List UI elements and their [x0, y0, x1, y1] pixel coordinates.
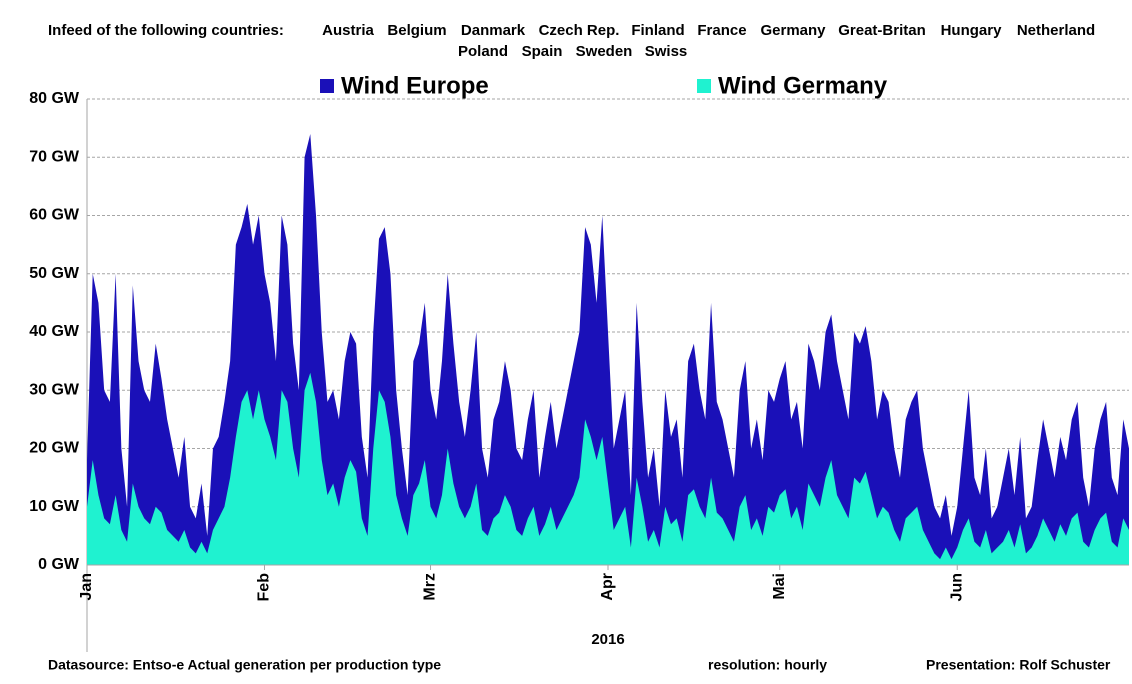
country: Danmark	[461, 22, 526, 39]
legend-label: Wind Europe	[341, 72, 489, 99]
y-tick-label: 0 GW	[38, 556, 80, 573]
footer-source: Datasource: Entso-e Actual generation pe…	[48, 657, 441, 673]
legend-swatch	[320, 79, 334, 93]
header: Infeed of the following countries:	[48, 22, 284, 39]
footer-resolution: resolution: hourly	[708, 657, 827, 673]
legend-label: Wind Germany	[718, 72, 888, 99]
y-tick-label: 70 GW	[29, 148, 80, 165]
country: Spain	[522, 43, 563, 60]
country: Poland	[458, 43, 508, 60]
x-axis-label: 2016	[591, 631, 624, 648]
country: Sweden	[576, 43, 633, 60]
x-tick-label: Mrz	[422, 573, 439, 601]
country: Belgium	[387, 22, 446, 39]
area	[87, 133, 1129, 565]
y-tick-label: 50 GW	[29, 265, 80, 282]
y-tick-label: 30 GW	[29, 381, 80, 398]
country: Netherland	[1017, 22, 1095, 39]
country: Swiss	[645, 43, 688, 60]
country: Germany	[760, 22, 826, 39]
country: Finland	[631, 22, 684, 39]
y-tick-label: 60 GW	[29, 207, 80, 224]
country: Austria	[322, 22, 374, 39]
legend-swatch	[697, 79, 711, 93]
y-tick-label: 10 GW	[29, 498, 80, 515]
country: Great-Britan	[838, 22, 926, 39]
area	[87, 372, 1129, 565]
x-tick-label: Jan	[78, 573, 95, 601]
footer-presentation: Presentation: Rolf Schuster	[926, 657, 1111, 673]
y-tick-label: 40 GW	[29, 323, 80, 340]
x-tick-label: Feb	[256, 573, 273, 602]
country: France	[697, 22, 746, 39]
y-tick-label: 20 GW	[29, 440, 80, 457]
x-tick-label: Apr	[599, 573, 616, 601]
country: Czech Rep.	[539, 22, 620, 39]
x-tick-label: Jun	[948, 573, 965, 601]
x-tick-label: Mai	[771, 573, 788, 600]
y-tick-label: 80 GW	[29, 90, 80, 107]
country: Hungary	[941, 22, 1003, 39]
